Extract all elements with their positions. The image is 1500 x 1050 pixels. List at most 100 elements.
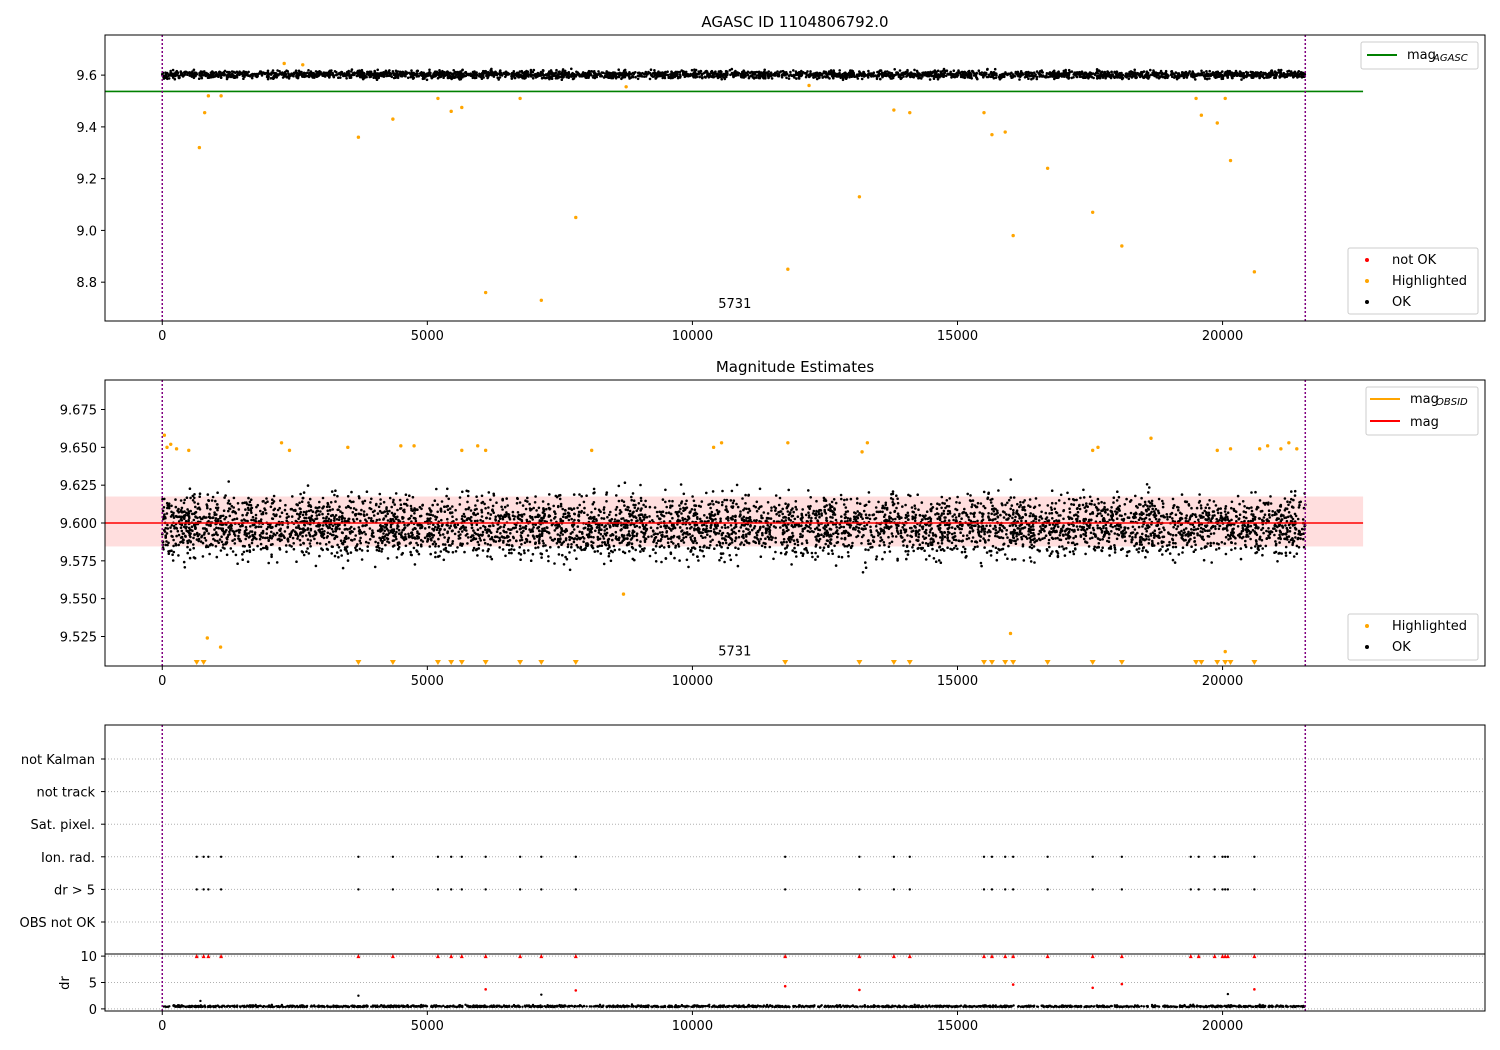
ok-point [329, 70, 333, 73]
panel1-legend-top: mag AGASC [1360, 41, 1479, 70]
ok-point [472, 529, 475, 532]
ok-point [795, 71, 799, 75]
ok-point [271, 69, 275, 72]
ok-point [517, 72, 520, 76]
ok-point [1159, 75, 1163, 78]
ok-point [735, 483, 739, 487]
ok-point [446, 517, 449, 521]
ok-point [487, 73, 490, 76]
highlighted-point [574, 215, 578, 220]
ok-point [878, 69, 882, 72]
ok-point [864, 74, 867, 77]
ok-point [499, 69, 502, 72]
ok-point [167, 73, 171, 77]
highlighted-point [391, 117, 395, 121]
ok-point [689, 72, 692, 76]
highlighted-point [1228, 158, 1233, 163]
ok-point [883, 543, 886, 547]
ok-point [391, 70, 395, 73]
ok-point [235, 74, 239, 78]
ok-point [1009, 478, 1013, 481]
ok-point [333, 537, 336, 541]
ok-point [247, 70, 250, 74]
ok-point [562, 75, 565, 79]
highlighted-point [356, 135, 361, 139]
ok-point [650, 535, 653, 538]
ok-point [363, 530, 366, 534]
ok-point [915, 69, 919, 73]
ok-point [362, 76, 366, 80]
ok-point [784, 516, 788, 519]
ok-point [427, 525, 431, 529]
ok-point [522, 513, 526, 516]
ok-point [397, 528, 401, 532]
ok-point [313, 76, 316, 79]
ok-point [547, 70, 551, 74]
ok-point [1192, 525, 1196, 529]
ok-point [1299, 71, 1303, 74]
ok-point [1176, 72, 1179, 75]
ok-point [559, 502, 563, 506]
ok-point [420, 71, 423, 74]
ok-point [791, 531, 794, 535]
ok-point [780, 73, 784, 77]
ok-point [725, 75, 728, 79]
ok-point [928, 554, 931, 558]
ok-point [380, 74, 384, 78]
ok-point [1006, 536, 1009, 539]
ok-point [729, 558, 733, 562]
ok-point [789, 73, 792, 76]
ok-point [230, 70, 234, 73]
ok-point [834, 518, 838, 522]
ok-point [927, 74, 931, 78]
ok-point [454, 76, 457, 79]
ok-point [1147, 535, 1150, 538]
ok-point [400, 535, 404, 538]
ok-point [721, 489, 724, 493]
ok-point [1251, 76, 1255, 79]
ok-point [944, 69, 947, 73]
ok-point [225, 75, 229, 78]
ok-point [261, 536, 265, 539]
ok-point [995, 551, 999, 554]
ok-point [437, 537, 440, 541]
ok-point [1177, 508, 1180, 512]
ok-point [176, 73, 179, 77]
ok-point [1156, 72, 1160, 75]
ok-point [179, 526, 183, 529]
ok-point [909, 75, 912, 79]
ok-point [879, 77, 882, 81]
y-tick-label: 9.2 [76, 173, 97, 188]
ok-point [874, 525, 878, 528]
ok-point [464, 74, 468, 77]
ok-point [963, 73, 966, 77]
ok-point [563, 71, 566, 74]
ok-point [686, 74, 690, 78]
ok-point [348, 76, 352, 79]
ok-point [711, 490, 715, 493]
ok-point [947, 73, 950, 76]
ok-point [863, 524, 866, 528]
ok-point [741, 72, 744, 75]
ok-point [479, 526, 482, 530]
ok-point [699, 70, 703, 73]
ok-point [548, 77, 551, 81]
ok-point [704, 536, 707, 539]
ok-point [613, 548, 617, 552]
ok-point [644, 75, 648, 78]
ok-point [365, 513, 369, 516]
ok-point [605, 531, 609, 535]
ok-point [285, 512, 289, 516]
ok-point [1219, 507, 1222, 510]
ok-point [809, 70, 812, 73]
ok-point [175, 71, 178, 74]
ok-point [832, 70, 836, 74]
ok-point [774, 71, 777, 75]
ok-point [495, 501, 498, 505]
ok-point [332, 74, 336, 77]
ok-point [1300, 73, 1304, 76]
ok-point [702, 554, 706, 558]
ok-point [1057, 70, 1060, 73]
ok-point [522, 549, 526, 552]
ok-point [832, 532, 835, 536]
